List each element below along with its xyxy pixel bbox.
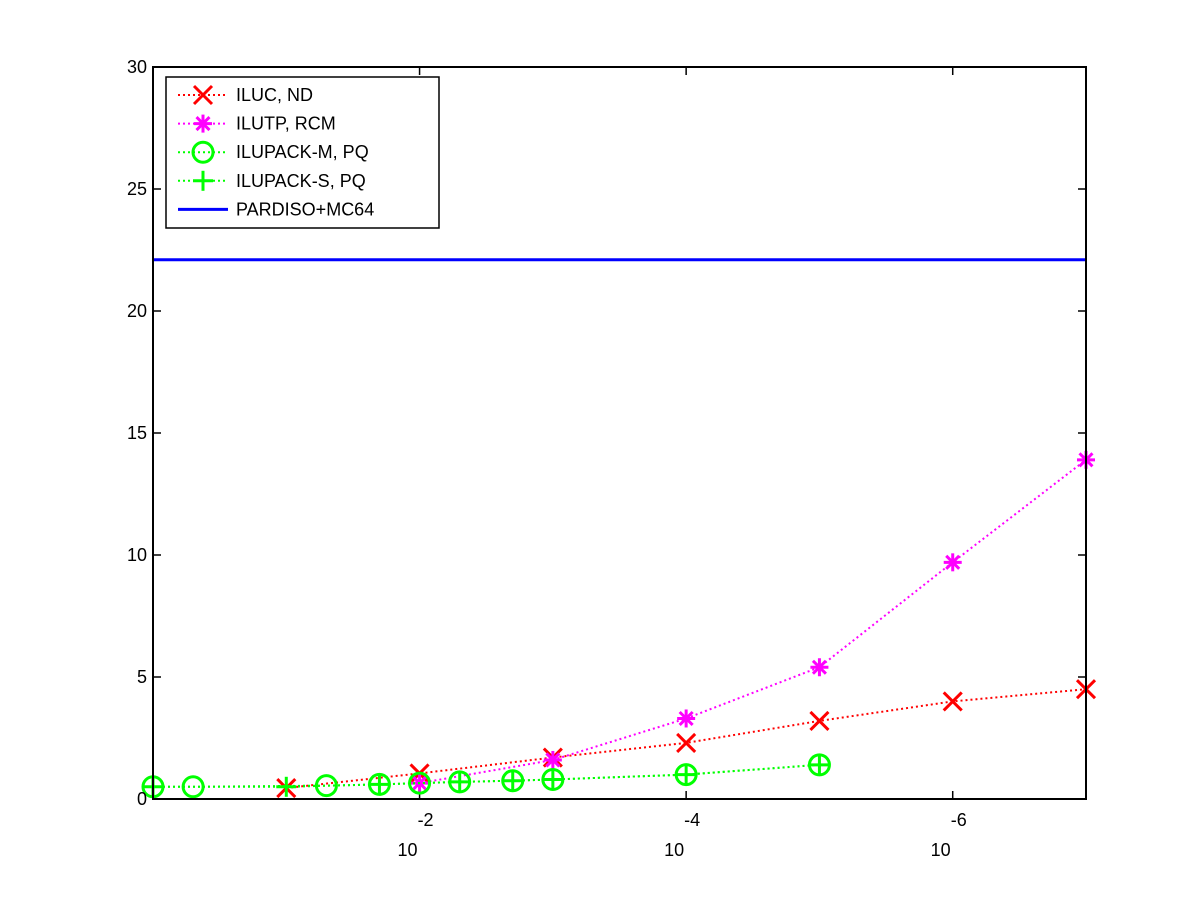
data-point-marker — [545, 752, 561, 768]
legend-marker — [195, 116, 211, 132]
legend-item: ILUPACK-S, PQ — [178, 170, 366, 191]
x-tick-label-exponent: -6 — [951, 810, 967, 830]
data-point-marker — [942, 691, 963, 712]
legend-label: ILUPACK-S, PQ — [236, 171, 366, 191]
legend-marker — [191, 140, 215, 164]
data-point-marker — [811, 659, 827, 675]
legend-label: ILUTP, RCM — [236, 114, 336, 134]
y-tick-label: 25 — [127, 179, 147, 199]
y-tick-label: 30 — [127, 57, 147, 77]
x-tick-label-base: 10 — [398, 840, 418, 860]
legend-label: PARDISO+MC64 — [236, 199, 374, 219]
legend-item: PARDISO+MC64 — [178, 199, 374, 219]
x-tick-label-base: 10 — [664, 840, 684, 860]
data-point-marker — [945, 554, 961, 570]
y-tick-label: 15 — [127, 423, 147, 443]
legend-label: ILUC, ND — [236, 85, 313, 105]
data-point-marker — [314, 774, 338, 798]
y-tick-label: 10 — [127, 545, 147, 565]
axis-ticks — [153, 66, 1086, 800]
x-tick-labels: 10-210-410-6 — [398, 810, 967, 860]
x-tick-label-base: 10 — [931, 840, 951, 860]
data-point-marker — [809, 710, 830, 731]
x-tick-label-exponent: -2 — [418, 810, 434, 830]
data-point-marker — [676, 732, 697, 753]
legend-label: ILUPACK-M, PQ — [236, 142, 369, 162]
legend-marker — [192, 84, 214, 106]
y-tick-label: 20 — [127, 301, 147, 321]
legend-item: ILUPACK-M, PQ — [178, 140, 369, 164]
data-point-marker — [678, 710, 694, 727]
y-tick-label: 5 — [137, 667, 147, 687]
y-tick-labels: 0 5 10 15 20 25 30 — [127, 57, 147, 809]
series-line — [419, 459, 1087, 785]
series-line — [153, 763, 820, 788]
x-tick-label-exponent: -4 — [684, 810, 700, 830]
axes-box — [152, 66, 1087, 800]
legend-item: ILUC, ND — [178, 84, 313, 106]
legend: ILUC, ND ILUTP, RCM ILUPACK-M, PQ ILUPACK-S… — [165, 76, 440, 229]
legend-item: ILUTP, RCM — [178, 114, 336, 134]
y-tick-label: 0 — [137, 789, 147, 809]
